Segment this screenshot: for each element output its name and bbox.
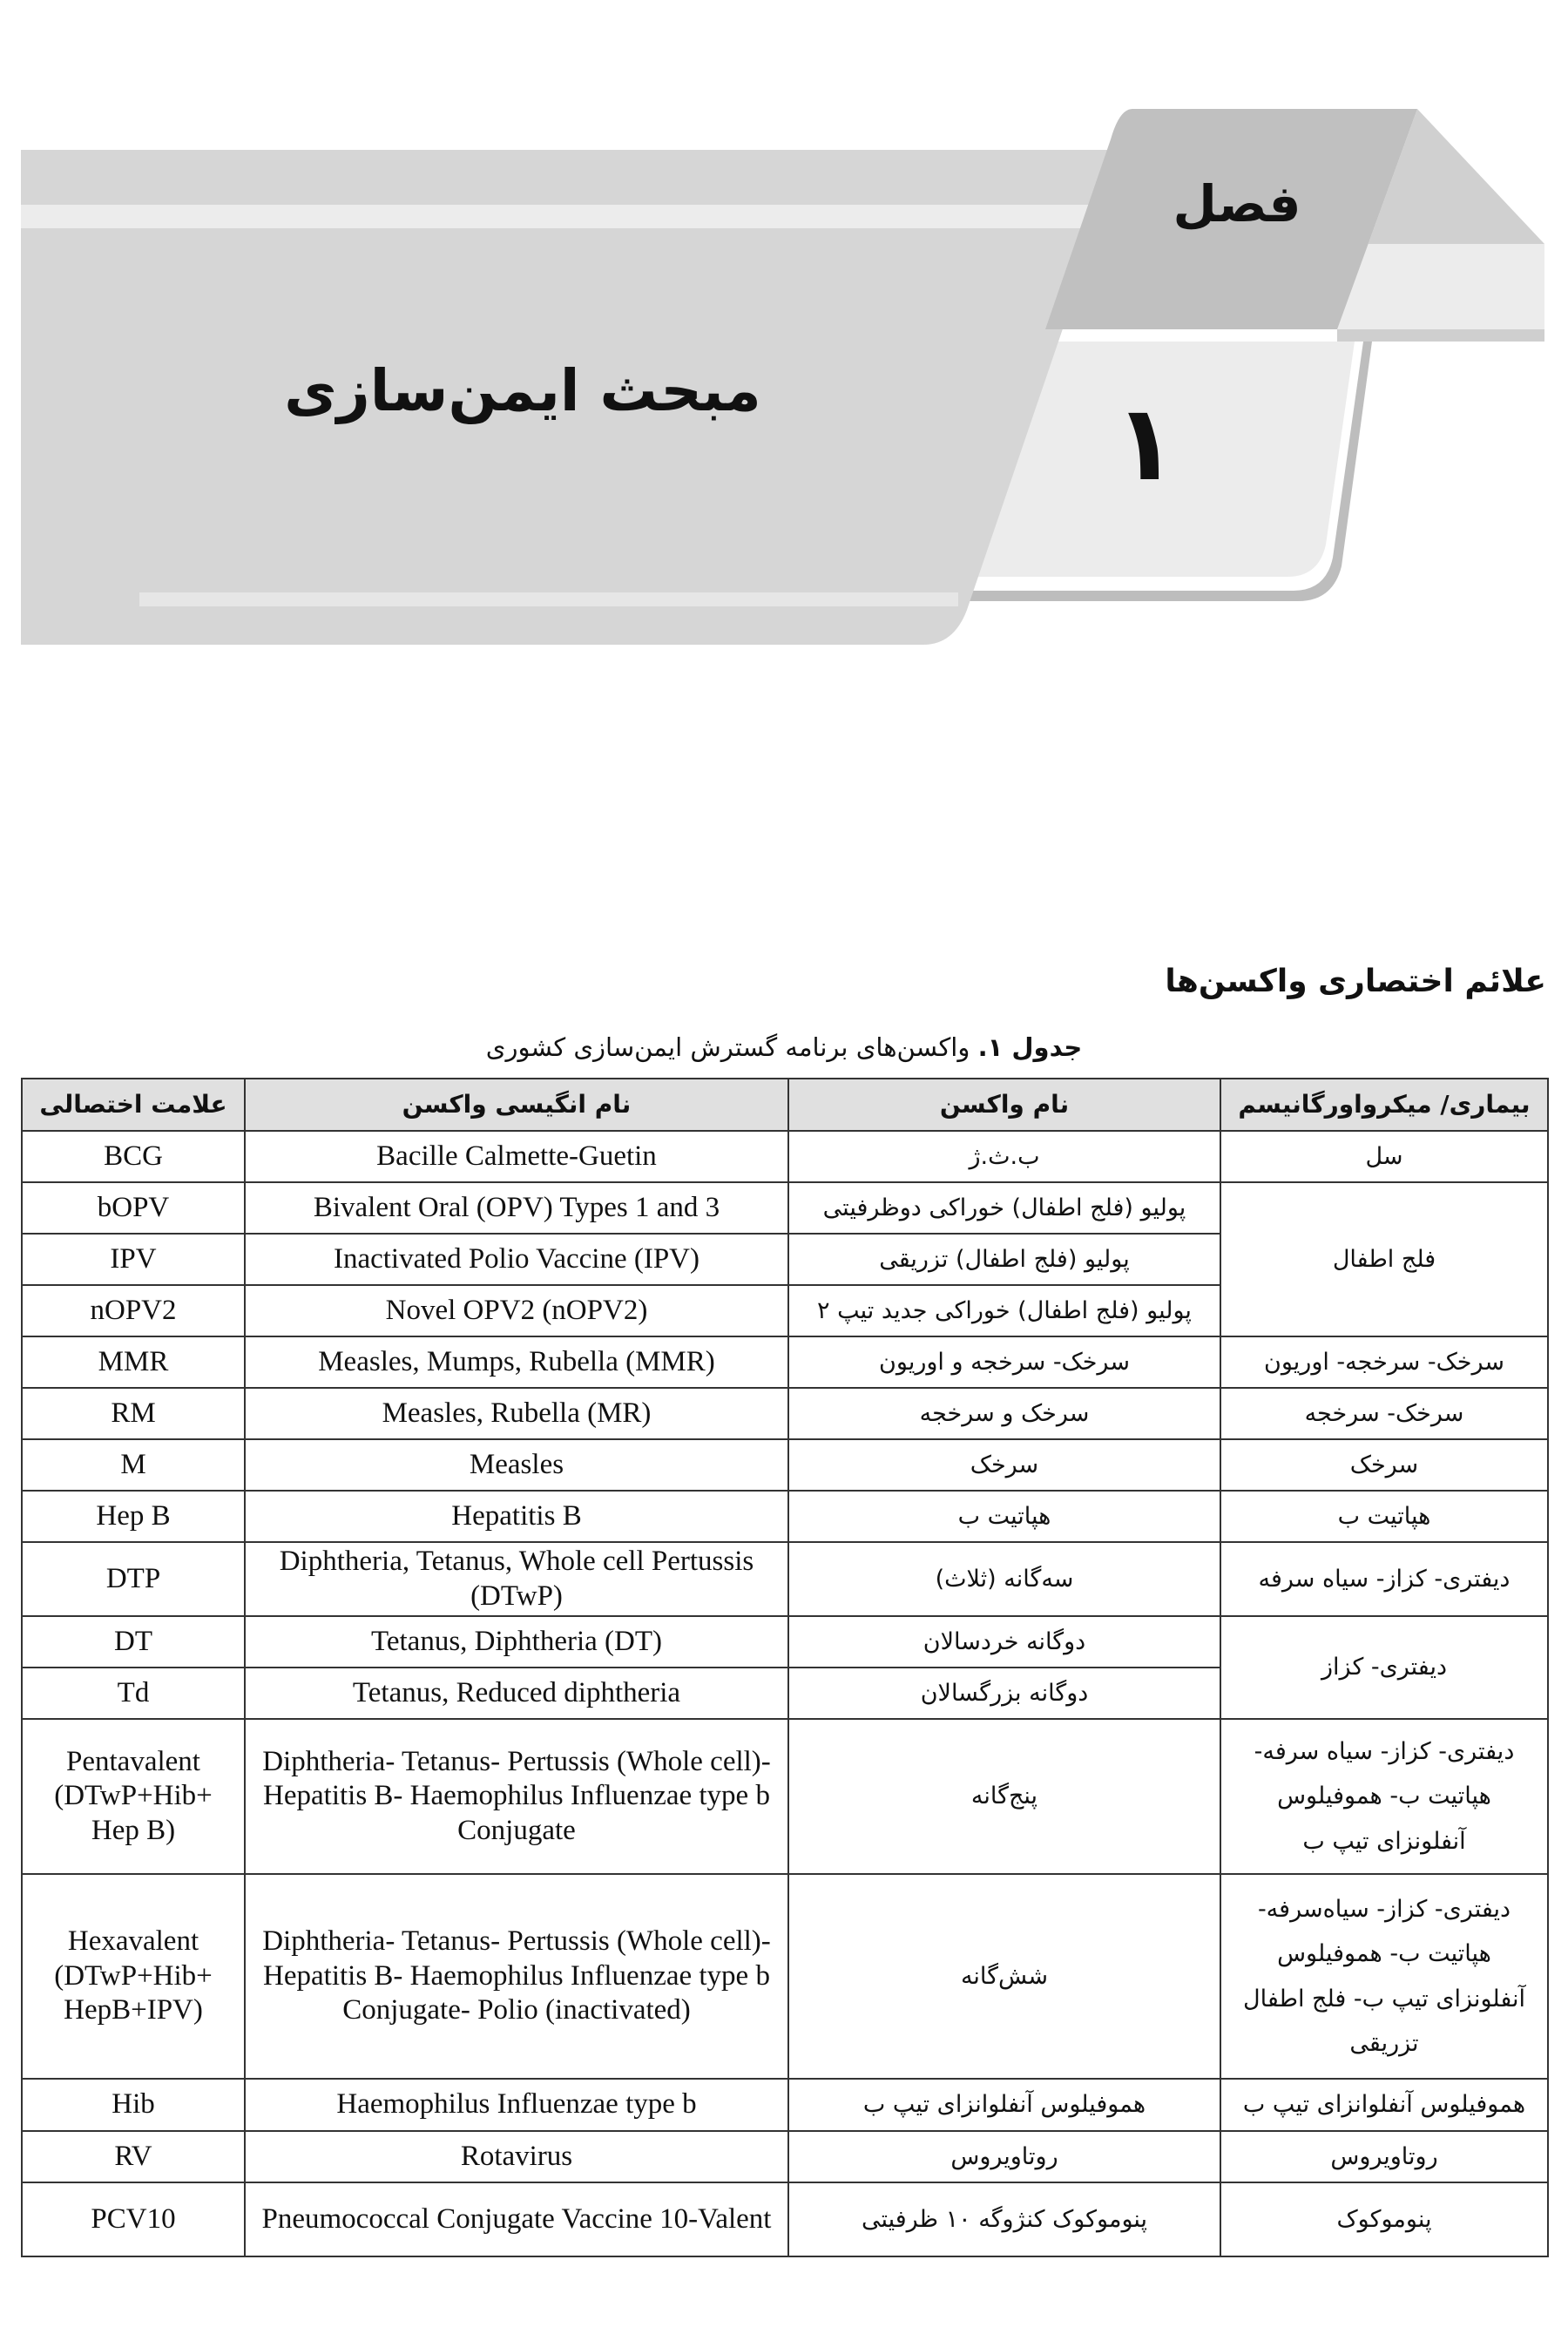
header-abbr: علامت اختصالی — [21, 1078, 246, 1132]
cell-persian: شش‌گانه — [787, 1873, 1221, 2080]
header-persian: نام واکسن — [787, 1078, 1221, 1132]
table-row: RV Rotavirus روتاویروس روتاویروس — [21, 2130, 1549, 2183]
cell-abbr: DTP — [21, 1541, 246, 1617]
table-row: M Measles سرخک سرخک — [21, 1438, 1549, 1492]
cell-abbr: RV — [21, 2130, 246, 2183]
table-row: PCV10 Pneumococcal Conjugate Vaccine 10-V… — [21, 2182, 1549, 2257]
cell-abbr: RM — [21, 1387, 246, 1440]
cell-persian: پنج‌گانه — [787, 1718, 1221, 1875]
table-header-row: علامت اختصالی نام انگیسی واکسن نام واکسن… — [21, 1078, 1549, 1132]
cell-persian: روتاویروس — [787, 2130, 1221, 2183]
cell-persian: هموفیلوس آنفلوانزای تیپ ب — [787, 2078, 1221, 2132]
table-row: Hep B Hepatitis B هپاتیت ب هپاتیت ب — [21, 1490, 1549, 1543]
table-caption: جدول ۱. واکسن‌های برنامه گسترش ایمن‌سازی… — [261, 1032, 1307, 1062]
cell-abbr: BCG — [21, 1130, 246, 1183]
table-row: nOPV2 Novel OPV2 (nOPV2) پولیو (فلج اطفال)… — [21, 1284, 1548, 1337]
cell-persian: سرخک — [787, 1438, 1221, 1492]
table-row: Pentavalent (DTwP+Hib+ Hep B) Diphtheria-… — [21, 1718, 1549, 1875]
cell-english: Pneumococcal Conjugate Vaccine 10-Valent — [244, 2182, 789, 2257]
cell-english: Diphtheria- Tetanus- Pertussis (Whole ce… — [244, 1718, 789, 1875]
cell-disease: دیفتری- کزاز- سیاه‌سرفه- هپاتیت ب- هموفی… — [1220, 1873, 1549, 2080]
cell-disease: سرخک — [1220, 1438, 1549, 1492]
cell-disease: هموفیلوس آنفلوانزای تیپ ب — [1220, 2078, 1549, 2132]
cell-english: Bacille Calmette-Guetin — [244, 1130, 789, 1183]
cell-abbr: Hib — [21, 2078, 246, 2132]
cell-persian: پولیو (فلج اطفال) تزریقی — [787, 1233, 1221, 1286]
cell-english: Rotavirus — [244, 2130, 789, 2183]
cell-english: Tetanus, Reduced diphtheria — [244, 1667, 789, 1720]
cell-disease: دیفتری- کزاز — [1220, 1615, 1549, 1720]
table-row: DT Tetanus, Diphtheria (DT) دوگانه خردسالا… — [21, 1615, 1549, 1720]
banner-right-strip-shade — [1337, 329, 1544, 342]
cell-english: Inactivated Polio Vaccine (IPV) — [244, 1233, 789, 1286]
chapter-label: فصل — [1173, 174, 1301, 233]
cell-abbr: Pentavalent (DTwP+Hib+ Hep B) — [21, 1718, 246, 1875]
cell-abbr: Td — [21, 1667, 246, 1720]
cell-english: Novel OPV2 (nOPV2) — [244, 1284, 789, 1337]
table-row: Hexavalent (DTwP+Hib+ HepB+IPV) Diphtheri… — [21, 1873, 1549, 2080]
chapter-title: مبحث ایمن‌سازی — [284, 357, 761, 424]
cell-disease: فلج اطفال — [1220, 1181, 1549, 1337]
cell-persian: پنوموکوک کنژوگه ۱۰ ظرفیتی — [787, 2182, 1221, 2257]
table-row: IPV Inactivated Polio Vaccine (IPV) پولیو … — [21, 1233, 1548, 1286]
cell-disease: دیفتری- کزاز- سیاه سرفه — [1220, 1541, 1549, 1617]
cell-persian: هپاتیت ب — [787, 1490, 1221, 1543]
banner-main-band — [21, 150, 1124, 645]
cell-english: Measles, Rubella (MR) — [244, 1387, 789, 1440]
cell-abbr: Hep B — [21, 1490, 246, 1543]
cell-abbr: M — [21, 1438, 246, 1492]
cell-disease: سل — [1220, 1130, 1549, 1183]
cell-disease: پنوموکوک — [1220, 2182, 1549, 2257]
cell-english: Diphtheria- Tetanus- Pertussis (Whole ce… — [244, 1873, 789, 2080]
cell-english: Measles, Mumps, Rubella (MMR) — [244, 1336, 789, 1389]
cell-disease: سرخک- سرخجه- اوریون — [1220, 1336, 1549, 1389]
cell-persian: پولیو (فلج اطفال) خوراکی دوظرفیتی — [787, 1181, 1221, 1235]
cell-persian: پولیو (فلج اطفال) خوراکی جدید تیپ ۲ — [787, 1284, 1221, 1337]
table-row: MMR Measles, Mumps, Rubella (MMR) سرخک- سر… — [21, 1336, 1549, 1389]
cell-disease: دیفتری- کزاز- سیاه سرفه- هپاتیت ب- هموفی… — [1220, 1718, 1549, 1875]
table-row: BCG Bacille Calmette-Guetin ب.ث.ژ سل — [21, 1130, 1549, 1183]
cell-english: Diphtheria, Tetanus, Whole cell Pertussi… — [244, 1541, 789, 1617]
cell-abbr: MMR — [21, 1336, 246, 1389]
banner-stripe — [21, 205, 1098, 228]
banner-lower-panel — [967, 342, 1355, 577]
header-english: نام انگیسی واکسن — [244, 1078, 789, 1132]
cell-disease: هپاتیت ب — [1220, 1490, 1549, 1543]
table-body: BCG Bacille Calmette-Guetin ب.ث.ژ سل bOPV Biv… — [21, 1130, 1549, 2257]
table-row: Hib Haemophilus Influenzae type b هموفیلوس… — [21, 2078, 1549, 2132]
cell-english: Haemophilus Influenzae type b — [244, 2078, 789, 2132]
header-disease: بیماری/ میکرواورگانیسم — [1220, 1078, 1549, 1132]
cell-persian: دوگانه بزرگسالان — [787, 1667, 1221, 1720]
cell-english: Tetanus, Diphtheria (DT) — [244, 1615, 789, 1668]
cell-abbr: bOPV — [21, 1181, 246, 1235]
cell-persian: ب.ث.ژ — [787, 1130, 1221, 1183]
banner-right-strip — [1337, 244, 1544, 329]
cell-english: Measles — [244, 1438, 789, 1492]
cell-abbr: PCV10 — [21, 2182, 246, 2257]
chapter-number: ۱ — [1113, 383, 1178, 504]
cell-english: Bivalent Oral (OPV) Types 1 and 3 — [244, 1181, 789, 1235]
cell-abbr: IPV — [21, 1233, 246, 1286]
cell-abbr: Hexavalent (DTwP+Hib+ HepB+IPV) — [21, 1873, 246, 2080]
vaccine-table: علامت اختصالی نام انگیسی واکسن نام واکسن… — [21, 1078, 1549, 2257]
cell-abbr: DT — [21, 1615, 246, 1668]
table-caption-label: جدول ۱. — [977, 1032, 1083, 1062]
cell-abbr: nOPV2 — [21, 1284, 246, 1337]
table-row: bOPV Bivalent Oral (OPV) Types 1 and 3 پول… — [21, 1181, 1549, 1337]
banner-stripe-lower — [139, 592, 958, 606]
table-row: Td Tetanus, Reduced diphtheria دوگانه بزرگ… — [21, 1667, 1548, 1720]
banner-tab — [1045, 109, 1417, 329]
cell-disease: روتاویروس — [1220, 2130, 1549, 2183]
cell-english: Hepatitis B — [244, 1490, 789, 1543]
cell-persian: سه‌گانه (ثلاث) — [787, 1541, 1221, 1617]
chapter-banner — [21, 109, 1544, 645]
cell-disease: سرخک- سرخجه — [1220, 1387, 1549, 1440]
table-caption-text: واکسن‌های برنامه گسترش ایمن‌سازی کشوری — [485, 1032, 970, 1062]
table-row: RM Measles, Rubella (MR) سرخک و سرخجه سرخک-… — [21, 1387, 1549, 1440]
cell-persian: دوگانه خردسالان — [787, 1615, 1221, 1668]
cell-persian: سرخک- سرخجه و اوریون — [787, 1336, 1221, 1389]
section-title: علائم اختصاری واکسن‌ها — [1165, 964, 1546, 999]
cell-persian: سرخک و سرخجه — [787, 1387, 1221, 1440]
table-row: DTP Diphtheria, Tetanus, Whole cell Pertu… — [21, 1541, 1549, 1617]
